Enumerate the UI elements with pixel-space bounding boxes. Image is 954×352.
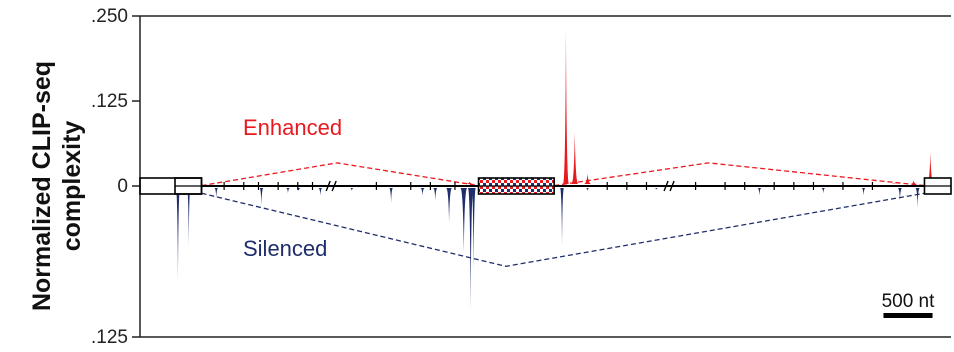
y-axis-label-line-2: complexity: [58, 121, 86, 252]
silenced-peak: [420, 188, 425, 196]
enhanced-peak: [891, 183, 897, 184]
y-axis-label: Normalized CLIP-seq complexity: [28, 61, 86, 311]
silenced-peak: [175, 188, 181, 281]
scale-bar-line: [883, 313, 933, 318]
silenced-peak: [654, 188, 659, 190]
y-tick-label: .125: [91, 91, 128, 112]
silenced-peak: [259, 188, 264, 206]
y-axis-label-line-1: Normalized CLIP-seq: [28, 61, 56, 311]
silenced-peak: [467, 188, 474, 311]
enhanced-peak: [563, 29, 569, 184]
gene-model: [139, 177, 952, 195]
enhanced-peak: [926, 152, 934, 184]
silenced-peak: [433, 188, 438, 201]
silenced-peak: [757, 188, 762, 196]
annotation-enhanced: Enhanced: [243, 115, 342, 140]
enhanced-peak: [465, 181, 475, 184]
silenced-peak: [460, 188, 468, 253]
silenced-peak: [187, 188, 191, 247]
y-tick-label: .125: [91, 327, 128, 348]
axis-break-mark: [325, 180, 331, 192]
silenced-peak: [214, 188, 219, 199]
silenced-peak: [349, 188, 354, 191]
y-tick-label: 0: [117, 176, 128, 197]
silenced-peak: [285, 188, 290, 194]
clip-peaks: [175, 29, 934, 311]
splice-lines: [201, 162, 925, 267]
silenced-peak: [296, 188, 301, 191]
y-axis-ticks: .250 .125 0 .125: [91, 6, 140, 348]
axis-break-mark: [669, 180, 675, 192]
enhanced-peak: [910, 180, 917, 184]
silenced-peak: [861, 188, 866, 196]
silenced-peak: [560, 188, 564, 247]
enhanced-splice-line: [554, 162, 925, 187]
silenced-peak: [821, 188, 826, 194]
plot-frame: [139, 15, 951, 338]
axis-break-mark: [331, 180, 337, 192]
y-tick-label: .250: [91, 6, 128, 27]
annotation-silenced: Silenced: [243, 236, 327, 261]
enhanced-peak: [571, 131, 579, 184]
silenced-peak: [446, 188, 453, 223]
silenced-splice-line: [201, 192, 925, 267]
upstream-exon-outline: [139, 177, 203, 195]
silenced-peak: [389, 188, 394, 203]
silenced-peak: [471, 188, 476, 271]
silenced-peak: [585, 188, 590, 191]
silenced-peak: [318, 188, 323, 196]
scale-bar: 500 nt: [882, 291, 936, 318]
scale-bar-label: 500 nt: [882, 291, 936, 312]
silenced-peak: [915, 188, 920, 208]
silenced-peak: [897, 188, 903, 201]
enhanced-splice-line: [201, 162, 479, 187]
enhanced-peak: [583, 173, 592, 184]
axis-break-mark: [663, 180, 669, 192]
